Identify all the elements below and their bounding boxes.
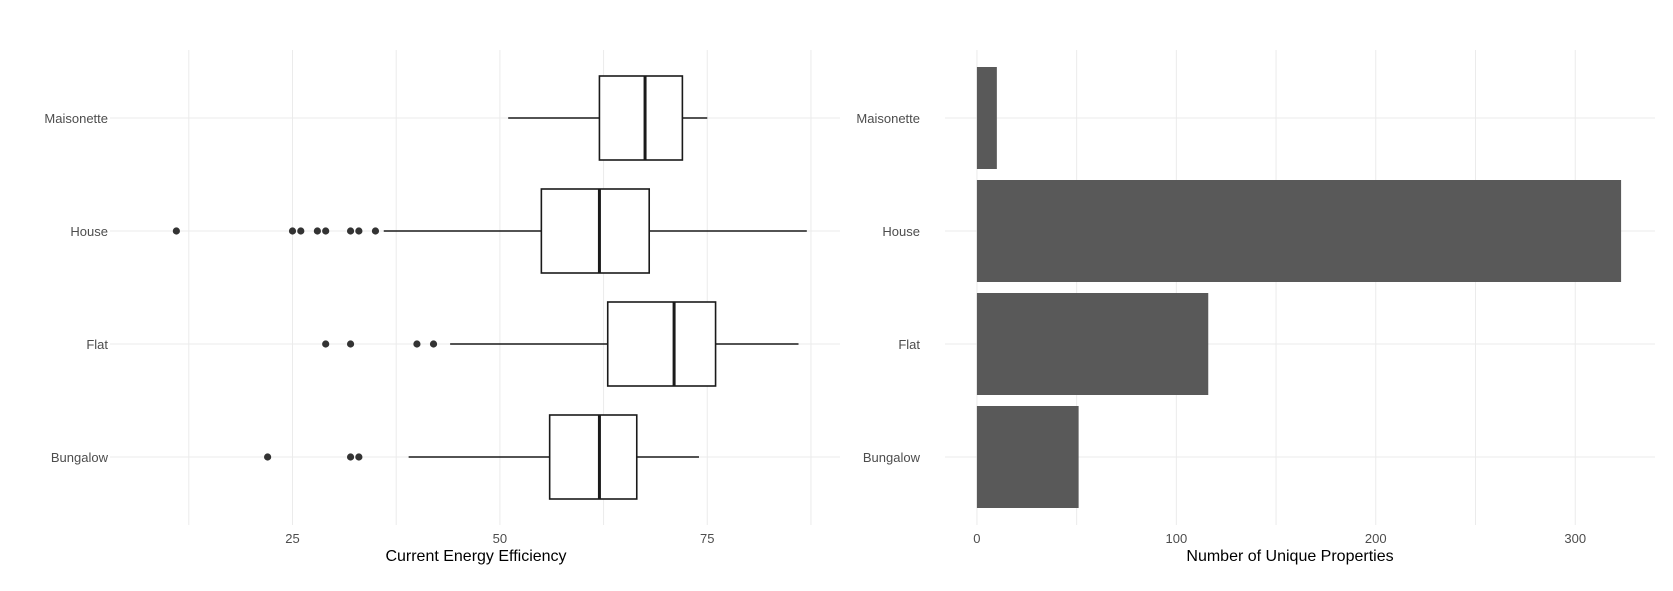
boxplot-panel: Bungalow Flat House Maisonette 25 50 75 Curre… xyxy=(44,50,840,565)
box-iqr xyxy=(548,414,638,500)
box-house xyxy=(172,188,807,274)
bar-marks xyxy=(976,67,1622,508)
boxplot-category-label: Maisonette xyxy=(44,111,108,126)
bar-x-tick-label: 300 xyxy=(1564,531,1586,546)
box-outlier-point xyxy=(297,227,305,235)
boxplot-x-tick-label: 25 xyxy=(285,531,299,546)
bar-panel: Bungalow Flat House Maisonette 0 100 200 300 N… xyxy=(856,50,1655,565)
box-outlier-point xyxy=(346,340,355,348)
boxplot-marks xyxy=(172,75,807,500)
bar-category-label: Flat xyxy=(898,337,920,352)
box-iqr xyxy=(606,301,717,387)
bar-tick-labels: 0 100 200 300 xyxy=(973,531,1586,546)
bar-x-tick-label: 100 xyxy=(1165,531,1187,546)
bar-x-tick-label: 200 xyxy=(1365,531,1387,546)
box-outlier-point xyxy=(346,227,355,235)
bar-category-label: Maisonette xyxy=(856,111,920,126)
box-outlier-point xyxy=(264,453,272,461)
bar-x-tick-label: 0 xyxy=(973,531,980,546)
bar-house xyxy=(976,180,1622,282)
box-outlier-point xyxy=(413,340,421,348)
box-outlier-point xyxy=(429,340,438,348)
box-bungalow xyxy=(264,414,699,500)
boxplot-x-tick-label: 75 xyxy=(700,531,714,546)
box-outlier-point xyxy=(288,227,297,235)
boxplot-category-label: Bungalow xyxy=(51,450,109,465)
box-iqr xyxy=(540,188,651,274)
bar-x-axis-title: Number of Unique Properties xyxy=(1186,548,1393,565)
box-iqr xyxy=(598,75,684,161)
bar-category-label: House xyxy=(882,224,920,239)
box-outlier-point xyxy=(355,227,363,235)
box-outlier-point xyxy=(355,453,363,461)
box-outlier-point xyxy=(172,227,180,235)
boxplot-category-labels: Bungalow Flat House Maisonette xyxy=(44,111,108,465)
bar-category-label: Bungalow xyxy=(863,450,921,465)
boxplot-x-tick-label: 50 xyxy=(493,531,507,546)
boxplot-x-axis-title: Current Energy Efficiency xyxy=(385,548,566,565)
boxplot-category-label: Flat xyxy=(86,337,108,352)
box-outlier-point xyxy=(313,227,321,235)
bar-maisonette xyxy=(976,67,997,169)
box-outlier-point xyxy=(346,453,355,461)
bar-bungalow xyxy=(976,406,1079,508)
box-outlier-point xyxy=(371,227,380,235)
boxplot-tick-labels: 25 50 75 xyxy=(285,531,714,546)
box-maisonette xyxy=(508,75,708,161)
bar-category-labels: Bungalow Flat House Maisonette xyxy=(856,111,920,465)
box-outlier-point xyxy=(322,227,330,235)
bar-flat xyxy=(976,293,1209,395)
boxplot-category-label: House xyxy=(70,224,108,239)
box-flat xyxy=(322,301,799,387)
box-outlier-point xyxy=(322,340,330,348)
